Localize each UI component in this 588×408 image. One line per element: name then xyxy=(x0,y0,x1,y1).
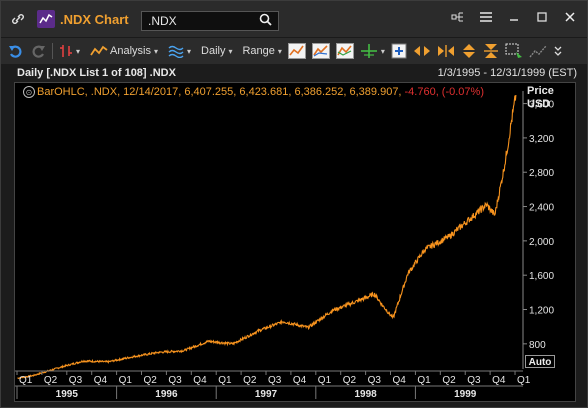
x-tick-label: Q2 xyxy=(44,375,58,386)
mountain-chart-icon[interactable] xyxy=(309,41,333,61)
search-box[interactable] xyxy=(141,11,279,31)
x-tick-label: Q4 xyxy=(393,375,407,386)
window-title: .NDX Chart xyxy=(60,11,129,27)
x-tick-label: Q4 xyxy=(492,375,506,386)
range-dropdown[interactable]: Range ▾ xyxy=(239,41,284,61)
legend-change: -4.760, (-0.07%) xyxy=(404,86,484,98)
y-tick-label: 1,600 xyxy=(529,271,554,282)
x-tick-label: Q4 xyxy=(193,375,207,386)
tree-icon[interactable] xyxy=(449,11,467,26)
series-legend: ⊙ BarOHLC, .NDX, 12/14/2017, 6,407.255, … xyxy=(23,86,484,98)
chevron-down-icon: ▾ xyxy=(187,46,192,56)
year-label: 1995 xyxy=(56,389,79,400)
daily-dropdown[interactable]: Daily ▾ xyxy=(198,41,235,61)
x-tick-label: Q1 xyxy=(19,375,33,386)
chart-header: Daily [.NDX List 1 of 108] .NDX 1/3/1995… xyxy=(9,65,579,81)
compare-chart-icon[interactable] xyxy=(333,41,357,61)
x-tick-label: Q2 xyxy=(144,375,158,386)
x-tick-label: Q1 xyxy=(417,375,431,386)
x-tick-label: Q3 xyxy=(268,375,282,386)
y-tick-label: 2,000 xyxy=(529,237,554,248)
search-icon[interactable] xyxy=(259,13,272,29)
title-bar: .NDX Chart xyxy=(1,1,587,37)
chevron-down-icon: ▾ xyxy=(277,46,282,56)
link-icon[interactable] xyxy=(7,8,29,30)
search-input[interactable] xyxy=(142,13,260,29)
year-label: 1999 xyxy=(454,389,477,400)
x-tick-label: Q4 xyxy=(94,375,108,386)
x-tick-label: Q3 xyxy=(168,375,182,386)
close-button[interactable] xyxy=(561,11,579,26)
toolbar-separator xyxy=(52,43,53,59)
undo-icon[interactable] xyxy=(5,41,27,61)
x-tick-label: Q3 xyxy=(368,375,382,386)
price-chart[interactable]: 800 1,200 1,600 2,000 2,400 2,800 3,200 3,600 Q1… xyxy=(15,83,575,401)
year-label: 1997 xyxy=(255,389,278,400)
y-axis-title-currency: USD xyxy=(527,98,551,110)
y-tick-label: 800 xyxy=(529,340,546,351)
chart-toolbar: ▾ Analysis ▾ ▾ Daily ▾ Range ▾ xyxy=(1,37,587,64)
analysis-button[interactable]: Analysis ▾ xyxy=(87,41,161,61)
range-label: Range xyxy=(242,45,275,57)
y-tick-label: 2,400 xyxy=(529,203,554,214)
y-axis-title-price: Price xyxy=(527,85,554,97)
minimize-button[interactable] xyxy=(505,11,523,26)
x-tick-label: Q3 xyxy=(69,375,83,386)
scroll-up-down-icon[interactable] xyxy=(458,41,480,61)
x-tick-label: Q2 xyxy=(343,375,357,386)
interval-button[interactable]: ▾ xyxy=(165,41,194,61)
x-tick-label: Q2 xyxy=(243,375,257,386)
y-tick-label: 3,200 xyxy=(529,134,554,145)
year-label: 1998 xyxy=(354,389,377,400)
chevron-down-icon: ▾ xyxy=(153,46,158,56)
bar-style-button[interactable]: ▾ xyxy=(56,41,83,61)
legend-text: BarOHLC, .NDX, 12/14/2017, 6,407.255, 6,… xyxy=(37,86,402,98)
y-tick-label: 2,800 xyxy=(529,168,554,179)
x-tick-label: Q4 xyxy=(293,375,307,386)
x-tick-label: Q1 xyxy=(119,375,133,386)
chevron-down-icon: ▾ xyxy=(76,46,81,56)
chart-title: Daily [.NDX List 1 of 108] .NDX xyxy=(17,67,176,79)
y-tick-label: 1,200 xyxy=(529,306,554,317)
window-controls xyxy=(449,11,579,26)
chevron-down-icon: ▾ xyxy=(228,46,233,56)
legend-settings-icon[interactable]: ⊙ xyxy=(23,86,35,98)
maximize-button[interactable] xyxy=(533,11,551,26)
x-tick-label: Q1 xyxy=(218,375,232,386)
chart-panel[interactable]: ⊙ BarOHLC, .NDX, 12/14/2017, 6,407.255, … xyxy=(14,82,576,402)
x-tick-label: Q2 xyxy=(442,375,456,386)
x-tick-label: Q1 xyxy=(318,375,332,386)
menu-icon[interactable] xyxy=(477,11,495,26)
interval-label: Daily xyxy=(201,45,226,57)
expand-vertical-icon[interactable] xyxy=(480,41,502,61)
year-label: 1996 xyxy=(155,389,178,400)
chevron-down-icon: ▾ xyxy=(380,46,385,56)
draw-tools-icon[interactable] xyxy=(526,41,550,61)
date-range: 1/3/1995 - 12/31/1999 (EST) xyxy=(437,67,577,79)
scroll-left-right-icon[interactable] xyxy=(410,41,434,61)
y-tick-label: 3,600 xyxy=(529,100,554,111)
crosshair-icon[interactable]: ▾ xyxy=(357,41,388,61)
redo-icon[interactable] xyxy=(27,41,49,61)
more-tools-icon[interactable] xyxy=(550,41,566,61)
analysis-label: Analysis xyxy=(110,45,151,57)
x-tick-label: Q3 xyxy=(467,375,481,386)
add-study-icon[interactable] xyxy=(388,41,410,61)
auto-scale-button[interactable]: Auto xyxy=(525,355,555,368)
y-axis-title: Price USD xyxy=(527,85,554,111)
expand-horizontal-icon[interactable] xyxy=(434,41,458,61)
zoom-select-icon[interactable] xyxy=(502,41,526,61)
series-line-ndx xyxy=(17,94,517,380)
app-chart-icon xyxy=(37,10,55,28)
x-tick-label: Q1 xyxy=(517,375,531,386)
line-chart-icon[interactable] xyxy=(285,41,309,61)
